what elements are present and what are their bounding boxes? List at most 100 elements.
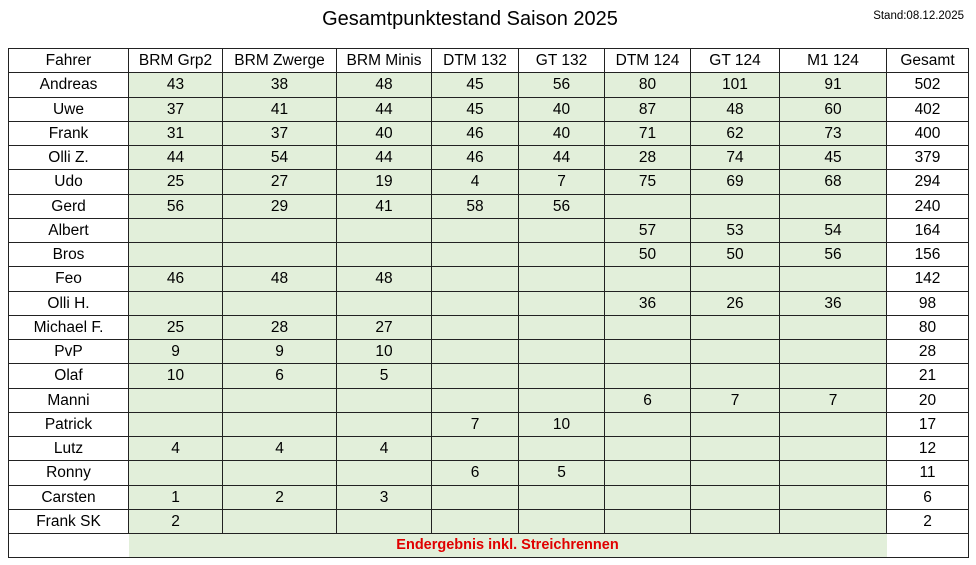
driver-name: Olli H. xyxy=(8,290,129,316)
driver-name: Uwe xyxy=(8,96,129,122)
class-points xyxy=(336,290,432,316)
class-points xyxy=(222,508,337,535)
column-header: BRM Minis xyxy=(336,47,432,74)
class-points: 36 xyxy=(779,290,887,316)
class-points xyxy=(779,484,887,510)
class-points xyxy=(431,314,519,341)
total-points: 28 xyxy=(886,338,969,365)
class-points xyxy=(336,508,432,535)
total-points: 402 xyxy=(886,96,969,122)
class-points: 27 xyxy=(222,169,337,195)
class-points xyxy=(336,217,432,244)
driver-name: Udo xyxy=(8,169,129,195)
driver-name: Gerd xyxy=(8,193,129,219)
footer-note: Endergebnis inkl. Streichrennen xyxy=(128,532,887,559)
footer-spacer xyxy=(8,532,129,559)
table-row: Manni 6 7 7 20 xyxy=(8,387,969,413)
class-points: 36 xyxy=(604,290,691,316)
driver-name: PvP xyxy=(8,338,129,365)
table-row: Bros 50 50 56 156 xyxy=(8,241,969,268)
table-row: Andreas 43 38 48 45 56 80 101 91 502 xyxy=(8,72,969,98)
class-points xyxy=(431,387,519,413)
class-points: 46 xyxy=(431,120,519,147)
total-points: 11 xyxy=(886,460,969,486)
class-points: 57 xyxy=(604,217,691,244)
class-points xyxy=(128,387,223,413)
class-points: 25 xyxy=(128,169,223,195)
class-points: 1 xyxy=(128,484,223,510)
class-points: 27 xyxy=(336,314,432,341)
class-points: 4 xyxy=(222,435,337,462)
total-points: 156 xyxy=(886,241,969,268)
class-points xyxy=(222,387,337,413)
class-points xyxy=(336,460,432,486)
driver-name: Bros xyxy=(8,241,129,268)
footer-row: Endergebnis inkl. Streichrennen xyxy=(8,532,969,559)
class-points: 62 xyxy=(690,120,780,147)
class-points xyxy=(222,290,337,316)
class-points xyxy=(604,266,691,292)
class-points xyxy=(604,435,691,462)
total-points: 379 xyxy=(886,144,969,171)
table-row: Olaf 10 6 5 21 xyxy=(8,363,969,389)
total-points: 17 xyxy=(886,411,969,438)
class-points xyxy=(431,363,519,389)
class-points xyxy=(518,241,605,268)
column-header: BRM Zwerge xyxy=(222,47,337,74)
class-points xyxy=(690,193,780,219)
class-points: 87 xyxy=(604,96,691,122)
class-points xyxy=(431,435,519,462)
class-points: 38 xyxy=(222,72,337,98)
class-points xyxy=(431,290,519,316)
class-points: 73 xyxy=(779,120,887,147)
class-points: 37 xyxy=(128,96,223,122)
class-points xyxy=(518,387,605,413)
class-points xyxy=(518,314,605,341)
total-points: 98 xyxy=(886,290,969,316)
class-points: 68 xyxy=(779,169,887,195)
driver-name: Lutz xyxy=(8,435,129,462)
page-title: Gesamtpunktestand Saison 2025 xyxy=(322,8,618,30)
class-points: 53 xyxy=(690,217,780,244)
class-points xyxy=(222,460,337,486)
class-points: 6 xyxy=(222,363,337,389)
class-points: 41 xyxy=(336,193,432,219)
class-points: 7 xyxy=(431,411,519,438)
class-points xyxy=(690,363,780,389)
class-points xyxy=(690,266,780,292)
table-row: Carsten 1 2 3 6 xyxy=(8,484,969,510)
driver-name: Frank SK xyxy=(8,508,129,535)
class-points xyxy=(779,193,887,219)
class-points xyxy=(518,290,605,316)
class-points xyxy=(690,411,780,438)
class-points xyxy=(431,217,519,244)
class-points: 45 xyxy=(779,144,887,171)
class-points: 3 xyxy=(336,484,432,510)
class-points: 4 xyxy=(431,169,519,195)
class-points xyxy=(518,508,605,535)
class-points: 45 xyxy=(431,72,519,98)
class-points: 37 xyxy=(222,120,337,147)
class-points: 46 xyxy=(128,266,223,292)
class-points: 40 xyxy=(518,120,605,147)
class-points xyxy=(128,241,223,268)
class-points: 5 xyxy=(518,460,605,486)
class-points: 56 xyxy=(128,193,223,219)
class-points: 44 xyxy=(518,144,605,171)
class-points: 29 xyxy=(222,193,337,219)
class-points: 2 xyxy=(128,508,223,535)
class-points xyxy=(604,338,691,365)
total-points: 294 xyxy=(886,169,969,195)
class-points xyxy=(222,217,337,244)
class-points: 6 xyxy=(604,387,691,413)
class-points: 26 xyxy=(690,290,780,316)
date-stamp: Stand:08.12.2025 xyxy=(873,10,964,22)
table-row: Patrick 7 10 17 xyxy=(8,411,969,438)
class-points: 31 xyxy=(128,120,223,147)
class-points xyxy=(518,435,605,462)
table-row: Ronny 6 5 11 xyxy=(8,460,969,486)
table-row: Olli H. 36 26 36 98 xyxy=(8,290,969,316)
total-points: 80 xyxy=(886,314,969,341)
class-points: 25 xyxy=(128,314,223,341)
total-points: 2 xyxy=(886,508,969,535)
